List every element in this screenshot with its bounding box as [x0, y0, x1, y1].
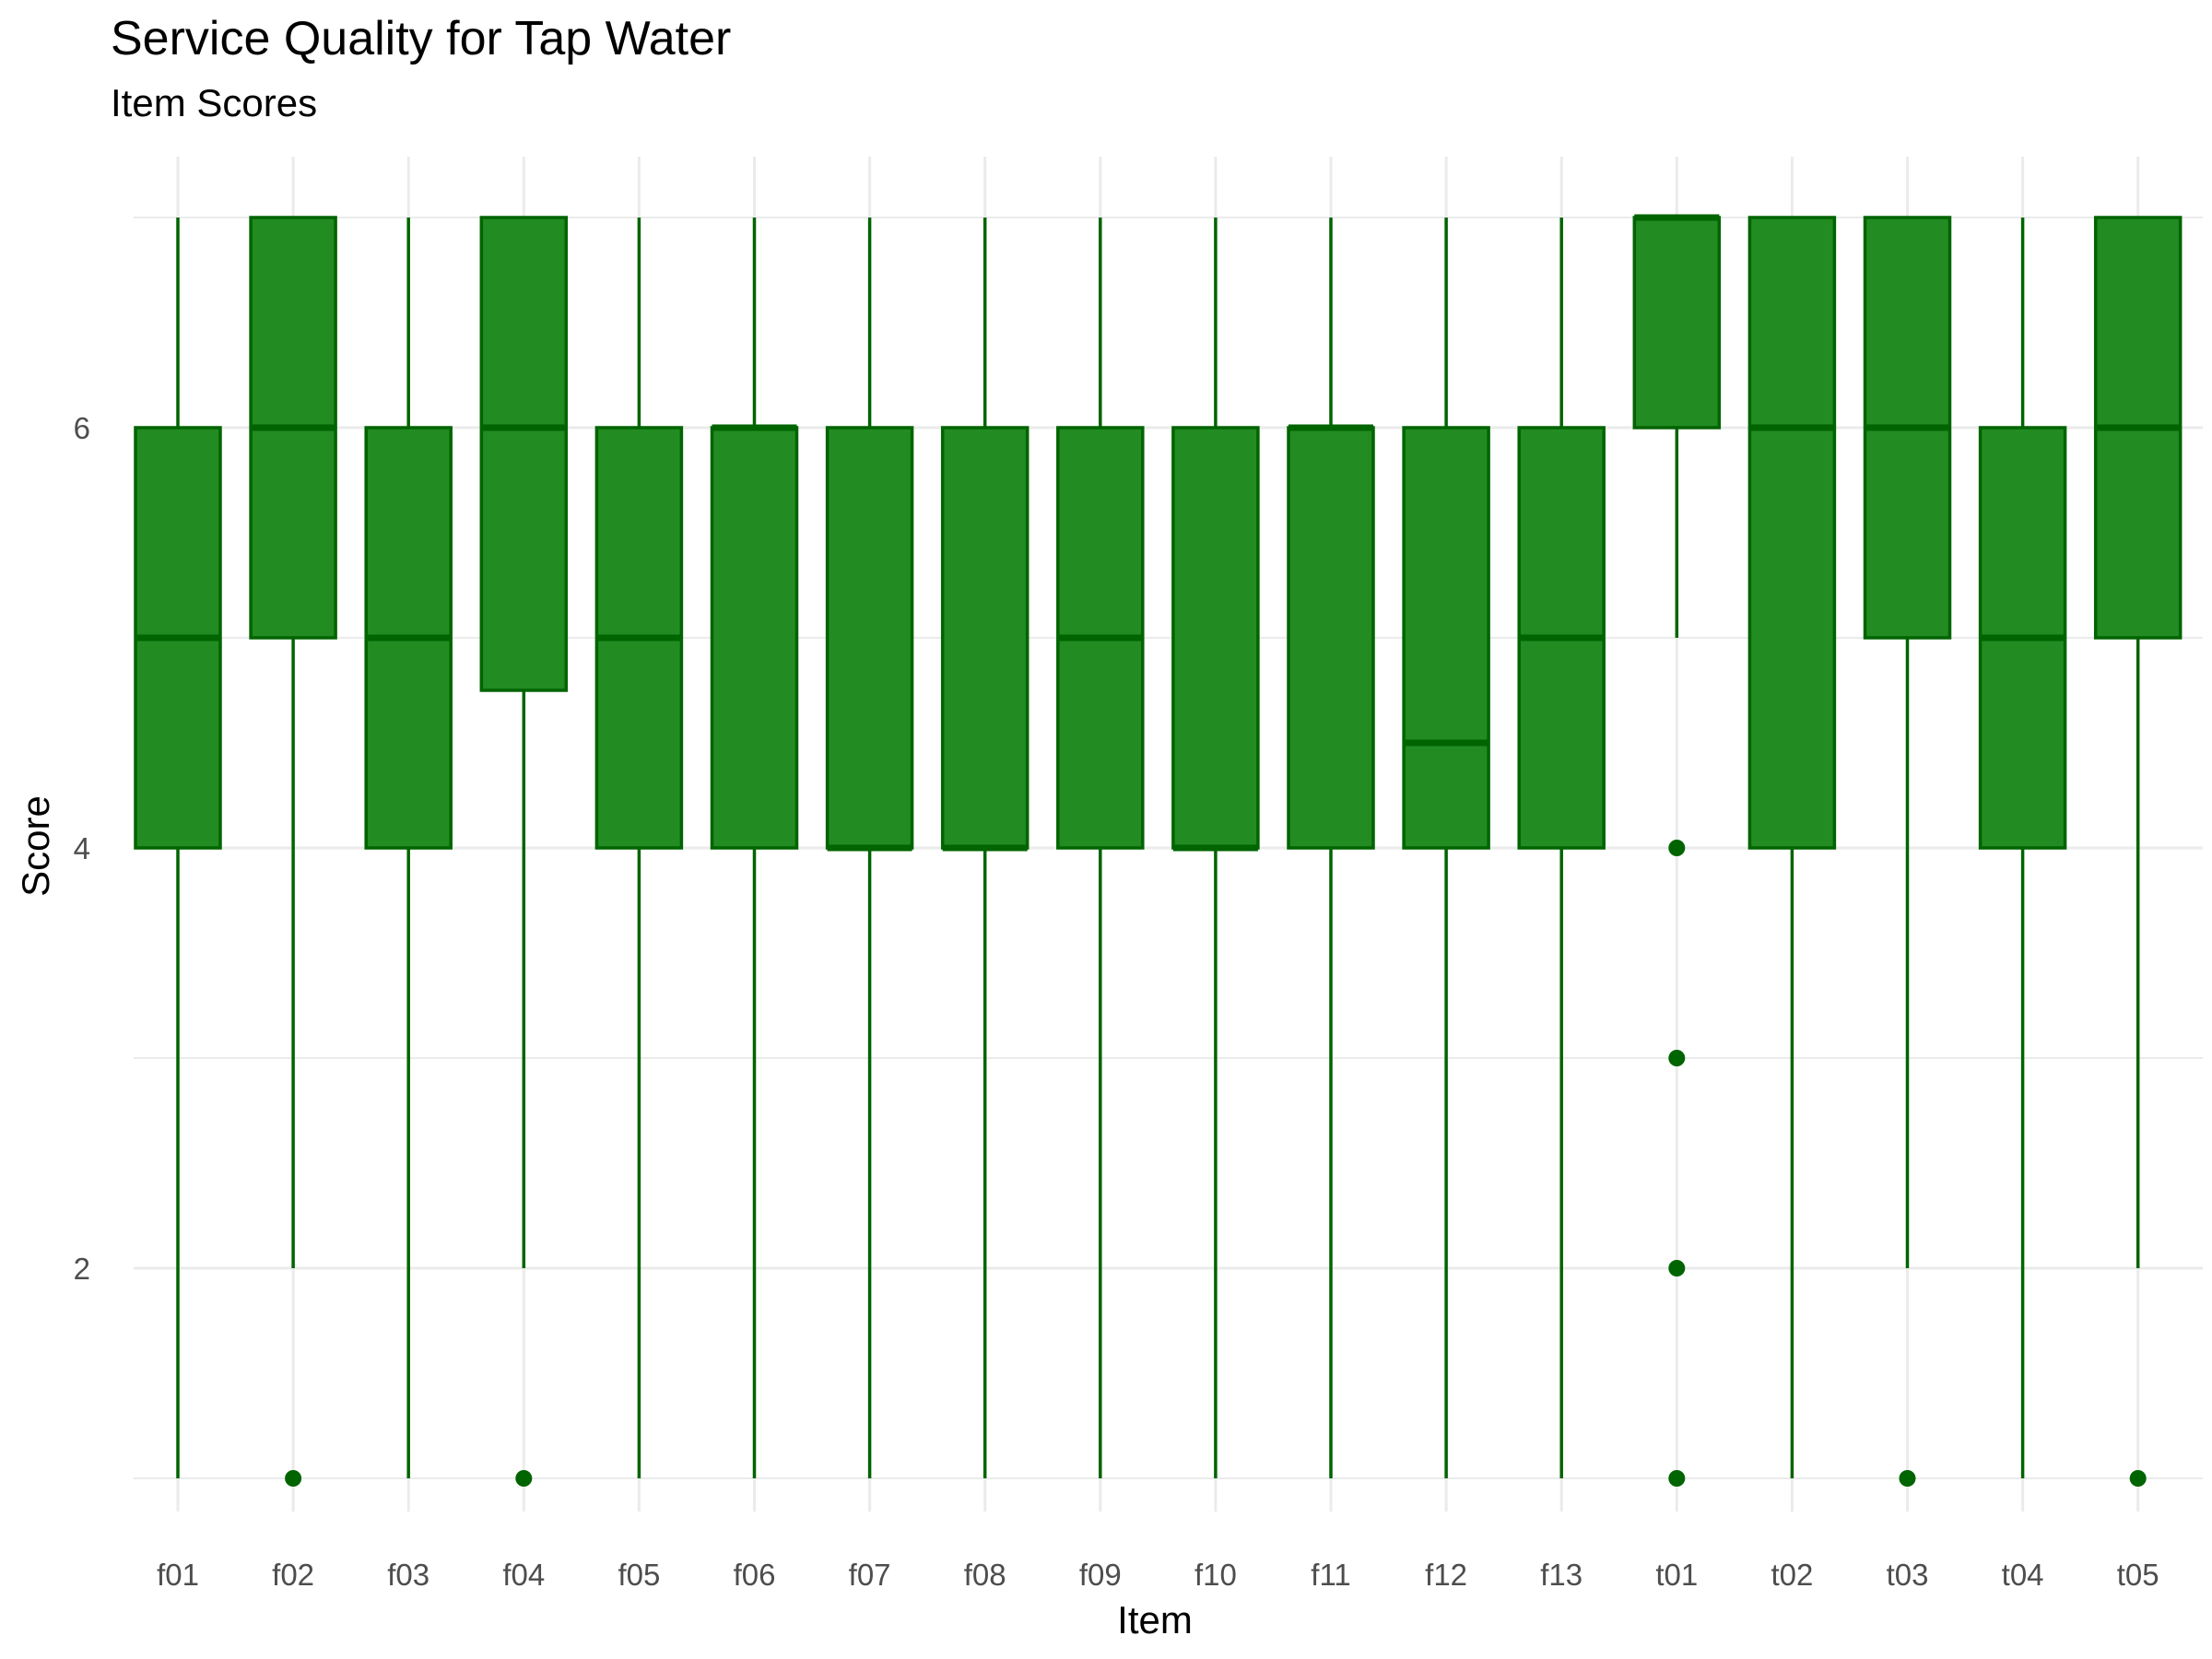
outlier-point	[285, 1470, 302, 1487]
box-iqr	[825, 426, 914, 850]
box-iqr	[940, 426, 1030, 850]
box-f02	[249, 216, 337, 1487]
outlier-point	[2129, 1470, 2147, 1487]
box-t03	[1863, 216, 1952, 1487]
x-tick-label: f04	[502, 1558, 545, 1592]
x-tick-label: f03	[387, 1558, 429, 1592]
box-f09	[1056, 218, 1145, 1478]
x-tick-label: f06	[734, 1558, 776, 1592]
box-f13	[1517, 218, 1606, 1478]
box-f04	[479, 216, 569, 1487]
x-tick-label: f13	[1540, 1558, 1583, 1592]
chart-title: Service Quality for Tap Water	[111, 12, 732, 65]
x-axis-title: Item	[1117, 1598, 1193, 1641]
x-tick-label: f07	[849, 1558, 891, 1592]
y-tick-label: 6	[74, 411, 90, 445]
box-iqr	[479, 216, 569, 692]
x-tick-label: f11	[1311, 1558, 1350, 1592]
box-f11	[1287, 218, 1375, 1478]
outlier-point	[1668, 1050, 1686, 1066]
box-f03	[364, 218, 453, 1478]
box-t05	[2093, 216, 2183, 1487]
box-t01	[1632, 214, 1722, 1487]
box-f06	[710, 218, 799, 1478]
x-tick-label: t03	[1887, 1558, 1929, 1592]
x-tick-label: f10	[1194, 1558, 1237, 1592]
x-tick-label: f05	[618, 1558, 660, 1592]
box-iqr	[1287, 426, 1375, 850]
x-tick-label: t05	[2117, 1558, 2159, 1592]
box-iqr	[1632, 216, 1722, 429]
box-f08	[940, 218, 1030, 1478]
outlier-point	[1668, 1470, 1686, 1487]
box-iqr	[1171, 426, 1260, 850]
y-tick-label: 4	[74, 831, 90, 865]
box-f01	[134, 218, 222, 1478]
x-tick-label: f02	[272, 1558, 314, 1592]
box-t04	[1978, 218, 2067, 1478]
box-f07	[825, 218, 914, 1478]
tick-labels: 2 4 6 f01 f02 f03 f04 f05 f06 f07 f08 f09 f10 f11 f12 f…	[74, 411, 2159, 1592]
box-iqr	[1747, 216, 1837, 850]
x-tick-label: f08	[964, 1558, 1006, 1592]
x-tick-label: f12	[1425, 1558, 1467, 1592]
y-tick-label: 2	[74, 1252, 90, 1286]
outlier-point	[1668, 840, 1686, 856]
outlier-point	[515, 1470, 533, 1487]
outlier-point	[1668, 1260, 1686, 1277]
box-f10	[1171, 218, 1260, 1478]
x-tick-label: t04	[2002, 1558, 2044, 1592]
outlier-point	[1899, 1470, 1916, 1487]
x-tick-label: t02	[1771, 1558, 1813, 1592]
y-axis-title: Score	[14, 795, 57, 897]
box-f05	[594, 218, 684, 1478]
boxes	[134, 214, 2183, 1487]
box-f12	[1402, 218, 1490, 1478]
box-iqr	[710, 426, 799, 850]
chart-subtitle: Item Scores	[111, 81, 318, 124]
x-tick-label: f09	[1079, 1558, 1122, 1592]
box-t02	[1747, 216, 1837, 1478]
x-tick-label: t01	[1655, 1558, 1698, 1592]
x-tick-label: f01	[157, 1558, 199, 1592]
box-iqr	[1402, 426, 1490, 850]
